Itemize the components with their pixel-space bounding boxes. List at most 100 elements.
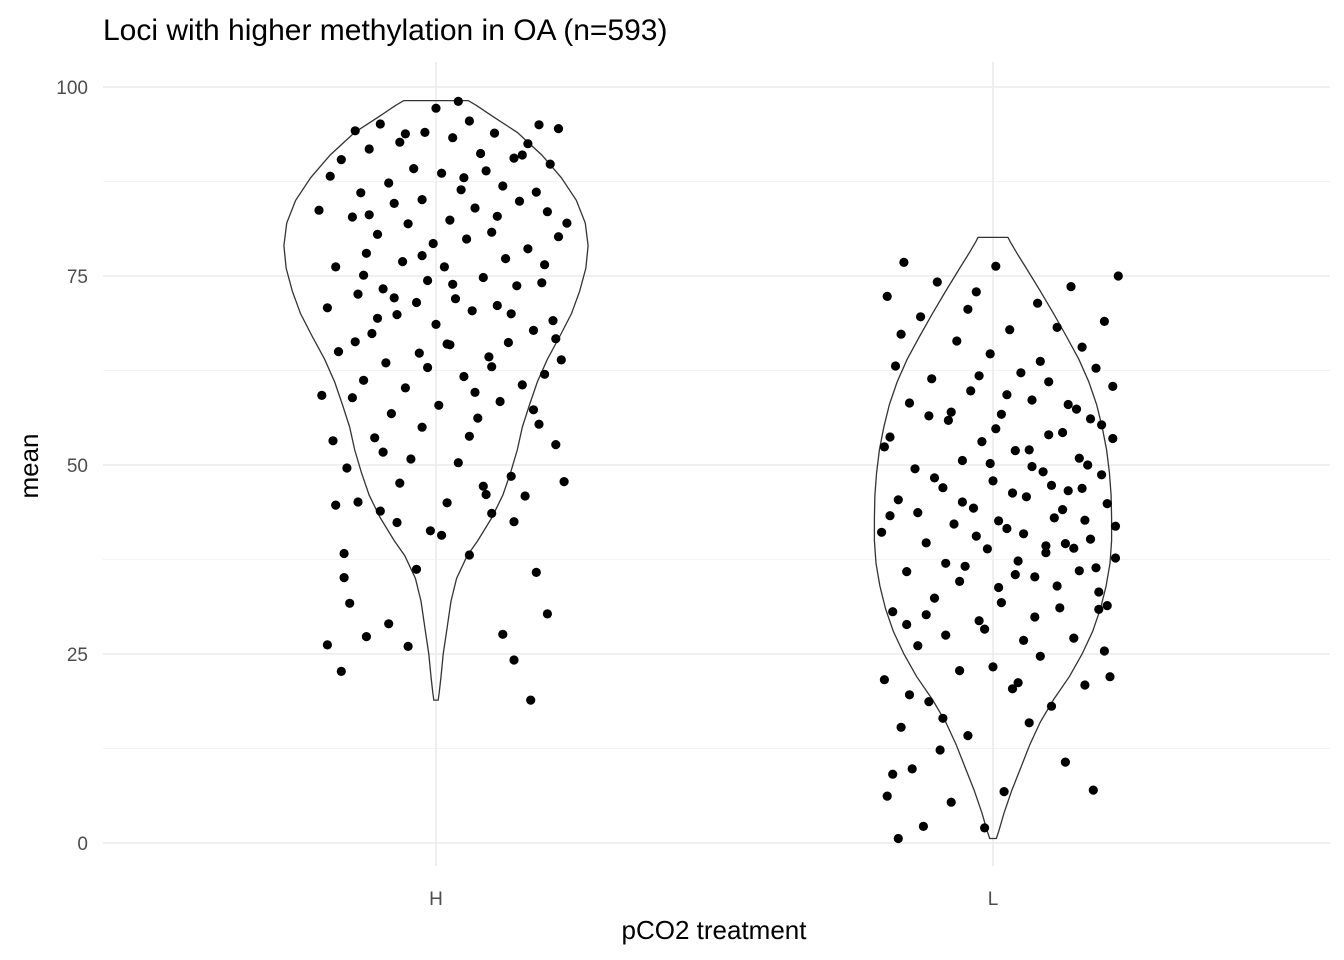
data-point xyxy=(960,561,970,571)
data-point xyxy=(445,215,455,225)
data-point xyxy=(553,232,564,242)
data-point xyxy=(487,362,497,372)
data-point xyxy=(400,383,410,393)
data-point xyxy=(336,155,346,165)
data-point xyxy=(531,567,541,578)
data-point xyxy=(384,619,394,629)
data-point xyxy=(509,153,519,163)
data-point xyxy=(509,655,519,665)
data-point xyxy=(1105,672,1115,682)
data-point xyxy=(1007,684,1018,694)
data-point xyxy=(367,328,377,339)
data-point xyxy=(1074,453,1084,463)
data-point xyxy=(1071,404,1082,414)
data-point xyxy=(1044,377,1054,387)
data-point xyxy=(428,238,438,249)
data-point xyxy=(985,458,995,469)
data-point xyxy=(1052,322,1062,332)
y-tick-label: 75 xyxy=(67,267,88,288)
data-point xyxy=(322,303,332,313)
data-point xyxy=(879,675,890,685)
data-point xyxy=(1063,486,1073,496)
data-point xyxy=(364,144,374,154)
data-point xyxy=(1019,635,1029,646)
data-point xyxy=(431,319,441,329)
data-point xyxy=(392,517,402,528)
data-point xyxy=(406,454,416,464)
data-point xyxy=(347,393,357,403)
data-point xyxy=(531,187,541,197)
data-point xyxy=(336,666,346,677)
data-point xyxy=(1110,553,1121,563)
data-point xyxy=(1091,363,1101,373)
data-point xyxy=(971,287,981,297)
data-point xyxy=(333,347,344,357)
violin-shapes xyxy=(283,99,1113,840)
data-point xyxy=(1097,470,1107,480)
data-point xyxy=(1052,581,1062,591)
data-point xyxy=(517,150,527,160)
data-point xyxy=(353,497,363,507)
data-point xyxy=(464,550,474,560)
data-point xyxy=(370,433,380,443)
data-point xyxy=(1110,521,1121,531)
data-point xyxy=(971,531,981,541)
data-point xyxy=(949,519,959,529)
data-point xyxy=(423,275,433,286)
data-point xyxy=(395,478,405,488)
data-point xyxy=(896,329,906,339)
data-point xyxy=(489,128,500,138)
data-point xyxy=(968,503,979,513)
data-point xyxy=(395,137,405,147)
data-point xyxy=(481,166,491,176)
data-point xyxy=(498,629,508,639)
data-point xyxy=(966,386,976,396)
data-point xyxy=(528,325,539,335)
data-point xyxy=(1060,539,1070,549)
data-point xyxy=(339,573,349,583)
data-point xyxy=(1044,430,1054,440)
data-point xyxy=(400,129,410,139)
data-point xyxy=(985,349,995,359)
data-point xyxy=(1024,445,1034,455)
data-point xyxy=(403,219,413,229)
data-point xyxy=(952,336,962,346)
data-point xyxy=(442,339,452,349)
data-point xyxy=(877,527,887,537)
data-point xyxy=(1108,433,1118,444)
data-point xyxy=(902,619,912,630)
data-point xyxy=(347,212,357,222)
data-point xyxy=(1080,680,1090,690)
data-point xyxy=(1099,316,1109,326)
data-point xyxy=(1077,342,1087,352)
data-point xyxy=(456,185,466,195)
data-point xyxy=(882,291,892,301)
data-point xyxy=(437,530,447,540)
data-point xyxy=(339,548,349,559)
data-point xyxy=(1097,420,1107,430)
data-point xyxy=(941,558,951,568)
y-tick-label: 25 xyxy=(67,645,88,666)
data-point xyxy=(462,234,472,244)
data-point xyxy=(1021,492,1031,502)
data-point xyxy=(1069,633,1079,643)
data-point xyxy=(907,764,917,774)
data-point xyxy=(888,769,898,779)
data-point xyxy=(1102,499,1112,509)
data-point xyxy=(534,419,544,429)
data-point xyxy=(450,294,461,304)
data-point xyxy=(1113,271,1123,281)
data-point xyxy=(495,396,505,407)
plot-grid xyxy=(103,62,1330,866)
data-point xyxy=(1010,570,1020,580)
data-point xyxy=(963,731,973,741)
data-point xyxy=(476,148,486,159)
data-point xyxy=(1069,543,1079,553)
data-point xyxy=(957,455,968,466)
data-point xyxy=(1085,534,1096,544)
jitter-points xyxy=(314,96,1123,844)
data-point xyxy=(1063,399,1073,410)
data-point xyxy=(924,697,934,707)
data-point xyxy=(437,168,447,178)
